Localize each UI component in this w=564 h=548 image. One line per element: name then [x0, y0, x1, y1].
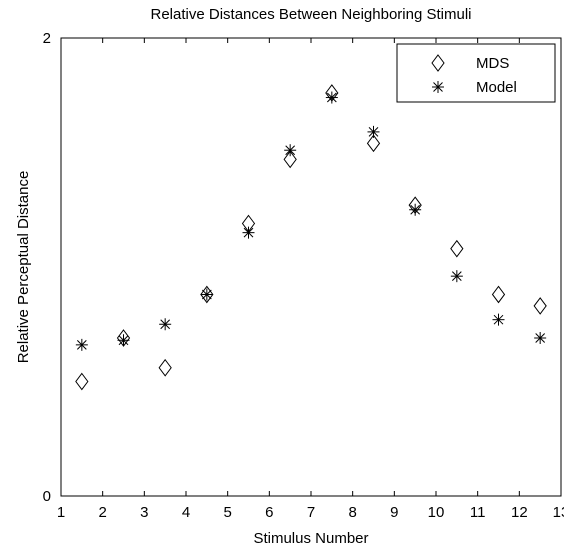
x-tick-label: 6: [265, 504, 273, 521]
legend-asterisk-icon: [432, 81, 444, 93]
x-tick-label: 12: [511, 504, 528, 521]
model-point: [284, 144, 297, 157]
plot-area: [60, 37, 562, 497]
chart-title: Relative Distances Between Neighboring S…: [151, 6, 472, 23]
model-point: [367, 125, 380, 138]
legend-diamond-icon: [431, 54, 445, 72]
model-point: [534, 331, 547, 344]
data-points: [75, 84, 547, 391]
mds-point: [75, 372, 89, 391]
x-tick-label: 1: [57, 504, 65, 521]
x-axis-label: Stimulus Number: [253, 530, 368, 547]
x-tick-label: 13: [553, 504, 564, 521]
legend-box: [396, 43, 556, 103]
legend-marker-mds: [431, 54, 445, 72]
legend-label-mds: MDS: [476, 55, 509, 72]
legend-marker-model: [432, 81, 444, 93]
axis-ticks: 1234567891011121302: [43, 30, 564, 521]
y-tick-label: 0: [43, 488, 51, 505]
model-point: [325, 91, 338, 104]
x-tick-label: 9: [390, 504, 398, 521]
x-tick-label: 10: [428, 504, 445, 521]
mds-point: [366, 134, 381, 153]
x-tick-label: 2: [98, 504, 106, 521]
model-point: [75, 338, 88, 351]
mds-point: [491, 285, 506, 304]
model-point: [242, 226, 255, 239]
mds-point: [533, 297, 547, 315]
mds-point: [200, 285, 214, 304]
model-point: [117, 334, 130, 347]
legend-label-model: Model: [476, 79, 517, 96]
model-point: [159, 318, 172, 331]
mds-point: [158, 358, 172, 377]
model-point: [200, 288, 213, 301]
y-axis-label: Relative Perceptual Distance: [15, 171, 32, 364]
x-tick-label: 3: [140, 504, 148, 521]
model-point: [409, 203, 422, 216]
mds-point: [450, 239, 464, 258]
x-tick-label: 7: [307, 504, 315, 521]
x-tick-label: 8: [348, 504, 356, 521]
x-tick-label: 5: [223, 504, 231, 521]
model-point: [450, 270, 463, 283]
model-point: [492, 313, 505, 326]
y-tick-label: 2: [43, 30, 51, 47]
mds-point: [283, 150, 297, 169]
x-tick-label: 11: [470, 504, 486, 521]
x-tick-label: 4: [182, 504, 190, 521]
legend: MDS Model: [396, 43, 556, 103]
